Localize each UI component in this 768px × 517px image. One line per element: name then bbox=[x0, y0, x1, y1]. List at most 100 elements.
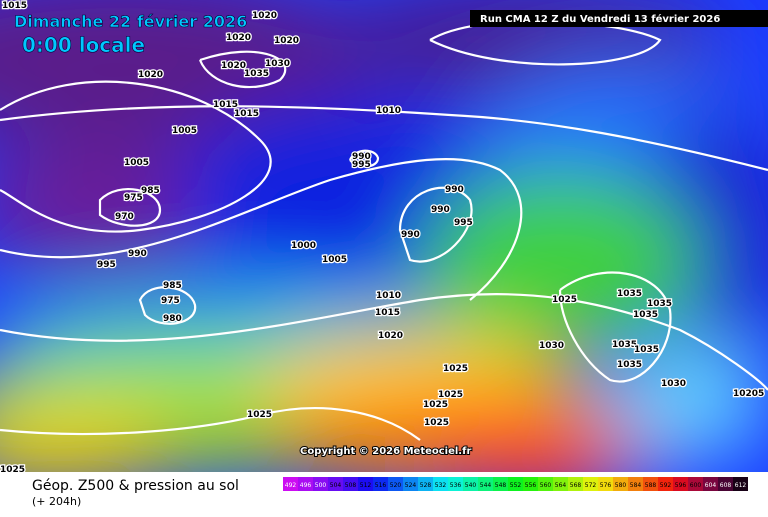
isobar bbox=[98, 188, 162, 227]
scale-label: 504 bbox=[330, 482, 342, 489]
scale-swatch bbox=[328, 477, 343, 491]
isobar-label: 1035 bbox=[633, 310, 658, 320]
isobar-label: 1035 bbox=[634, 345, 659, 355]
scale-label: 524 bbox=[405, 482, 417, 489]
isobar-label: 1005 bbox=[322, 255, 347, 265]
scale-label: 604 bbox=[705, 482, 717, 489]
run-box bbox=[470, 10, 768, 27]
date-label: Dimanche 22 février 2026 bbox=[14, 12, 247, 31]
scale-swatch bbox=[568, 477, 583, 491]
isobar-label: 10205 bbox=[733, 389, 764, 399]
isobar-label: 1020 bbox=[252, 11, 277, 21]
scale-label: 608 bbox=[720, 482, 732, 489]
scale-label: 556 bbox=[525, 482, 537, 489]
scale-swatch bbox=[313, 477, 328, 491]
field bbox=[0, 0, 768, 472]
scale-swatch bbox=[658, 477, 673, 491]
isobar-label: 1020 bbox=[378, 331, 403, 341]
scale-label: 548 bbox=[495, 482, 507, 489]
isobar-label: 1010 bbox=[376, 106, 401, 116]
scale-label: 500 bbox=[315, 482, 327, 489]
isobar-label: 970 bbox=[115, 212, 134, 222]
footer-title: Géop. Z500 & pression au sol bbox=[32, 478, 239, 494]
scale-swatch bbox=[343, 477, 358, 491]
scale-label: 592 bbox=[660, 482, 672, 489]
isobar-label: 1020 bbox=[221, 61, 246, 71]
isobar-label: 1030 bbox=[539, 341, 564, 351]
isobar bbox=[0, 158, 523, 301]
isobar bbox=[0, 293, 768, 391]
isobar bbox=[558, 271, 672, 383]
time-label: 0:00 locale bbox=[22, 33, 145, 57]
isobar-label: 990 bbox=[352, 152, 371, 162]
scale-swatch bbox=[553, 477, 568, 491]
isobar-label: 1005 bbox=[172, 126, 197, 136]
scale-swatch bbox=[298, 477, 313, 491]
scale-label: 580 bbox=[615, 482, 627, 489]
isobar-label: 985 bbox=[141, 186, 160, 196]
scale-label: 528 bbox=[420, 482, 432, 489]
isobar-label: 1025 bbox=[247, 410, 272, 420]
scale-label: 508 bbox=[345, 482, 357, 489]
scale-swatch bbox=[358, 477, 373, 491]
scale-label: 496 bbox=[300, 482, 312, 489]
isobar-label: 1015 bbox=[213, 100, 238, 110]
isobar-label: 980 bbox=[163, 314, 182, 324]
isobar-label: 1035 bbox=[647, 299, 672, 309]
scale-swatch bbox=[703, 477, 718, 491]
isobar bbox=[138, 286, 197, 325]
scale-label: 532 bbox=[435, 482, 447, 489]
isobar-label: 990 bbox=[431, 205, 450, 215]
footer-lead: (+ 204h) bbox=[32, 495, 81, 508]
scale-swatch bbox=[613, 477, 628, 491]
scale-label: 536 bbox=[450, 482, 462, 489]
scale-swatch bbox=[418, 477, 433, 491]
scale-swatch bbox=[283, 477, 298, 491]
scale-swatch bbox=[403, 477, 418, 491]
isobar-label: 1010 bbox=[376, 291, 401, 301]
scale-label: 596 bbox=[675, 482, 687, 489]
isobar-label: 990 bbox=[128, 249, 147, 259]
scale-swatch bbox=[673, 477, 688, 491]
scale-label: 516 bbox=[375, 482, 387, 489]
isobar-label: 995 bbox=[97, 260, 116, 270]
scale-swatch bbox=[493, 477, 508, 491]
isobar-label: 1015 bbox=[234, 109, 259, 119]
isobar-label: 995 bbox=[454, 218, 473, 228]
scale-label: 588 bbox=[645, 482, 657, 489]
isobar-label: 1025 bbox=[552, 295, 577, 305]
color-scale: 492 496 500 504 508 512 516 520 524 528 532 536 540 5… bbox=[283, 477, 748, 491]
scale-label: 552 bbox=[510, 482, 522, 489]
scale-swatch bbox=[433, 477, 448, 491]
isobar-label: 1005 bbox=[124, 158, 149, 168]
isobar bbox=[0, 105, 768, 172]
isobar-label: 1025 bbox=[423, 400, 448, 410]
scale-label: 520 bbox=[390, 482, 402, 489]
isobar-label: 975 bbox=[161, 296, 180, 306]
isobar bbox=[398, 186, 473, 263]
scale-swatch bbox=[733, 477, 748, 491]
isobar-label: 1000 bbox=[291, 241, 316, 251]
scale-label: 492 bbox=[285, 482, 297, 489]
scale-label: 600 bbox=[690, 482, 702, 489]
isobar-label: 975 bbox=[124, 193, 143, 203]
isobar-label: 1035 bbox=[612, 340, 637, 350]
scale-label: 544 bbox=[480, 482, 492, 489]
isobar bbox=[0, 80, 272, 233]
isobar-label: 990 bbox=[401, 230, 420, 240]
scale-swatch bbox=[643, 477, 658, 491]
isobar-label: 985 bbox=[163, 281, 182, 291]
isobar bbox=[0, 407, 421, 441]
scale-swatch bbox=[373, 477, 388, 491]
scale-label: 560 bbox=[540, 482, 552, 489]
scale-label: 612 bbox=[735, 482, 747, 489]
scale-label: 568 bbox=[570, 482, 582, 489]
isobar-label: 995 bbox=[352, 160, 371, 170]
scale-swatch bbox=[388, 477, 403, 491]
isobar-label: 1030 bbox=[265, 59, 290, 69]
isobar-label: 1025 bbox=[443, 364, 468, 374]
scale-swatch bbox=[538, 477, 553, 491]
isobar-label: 1035 bbox=[244, 69, 269, 79]
